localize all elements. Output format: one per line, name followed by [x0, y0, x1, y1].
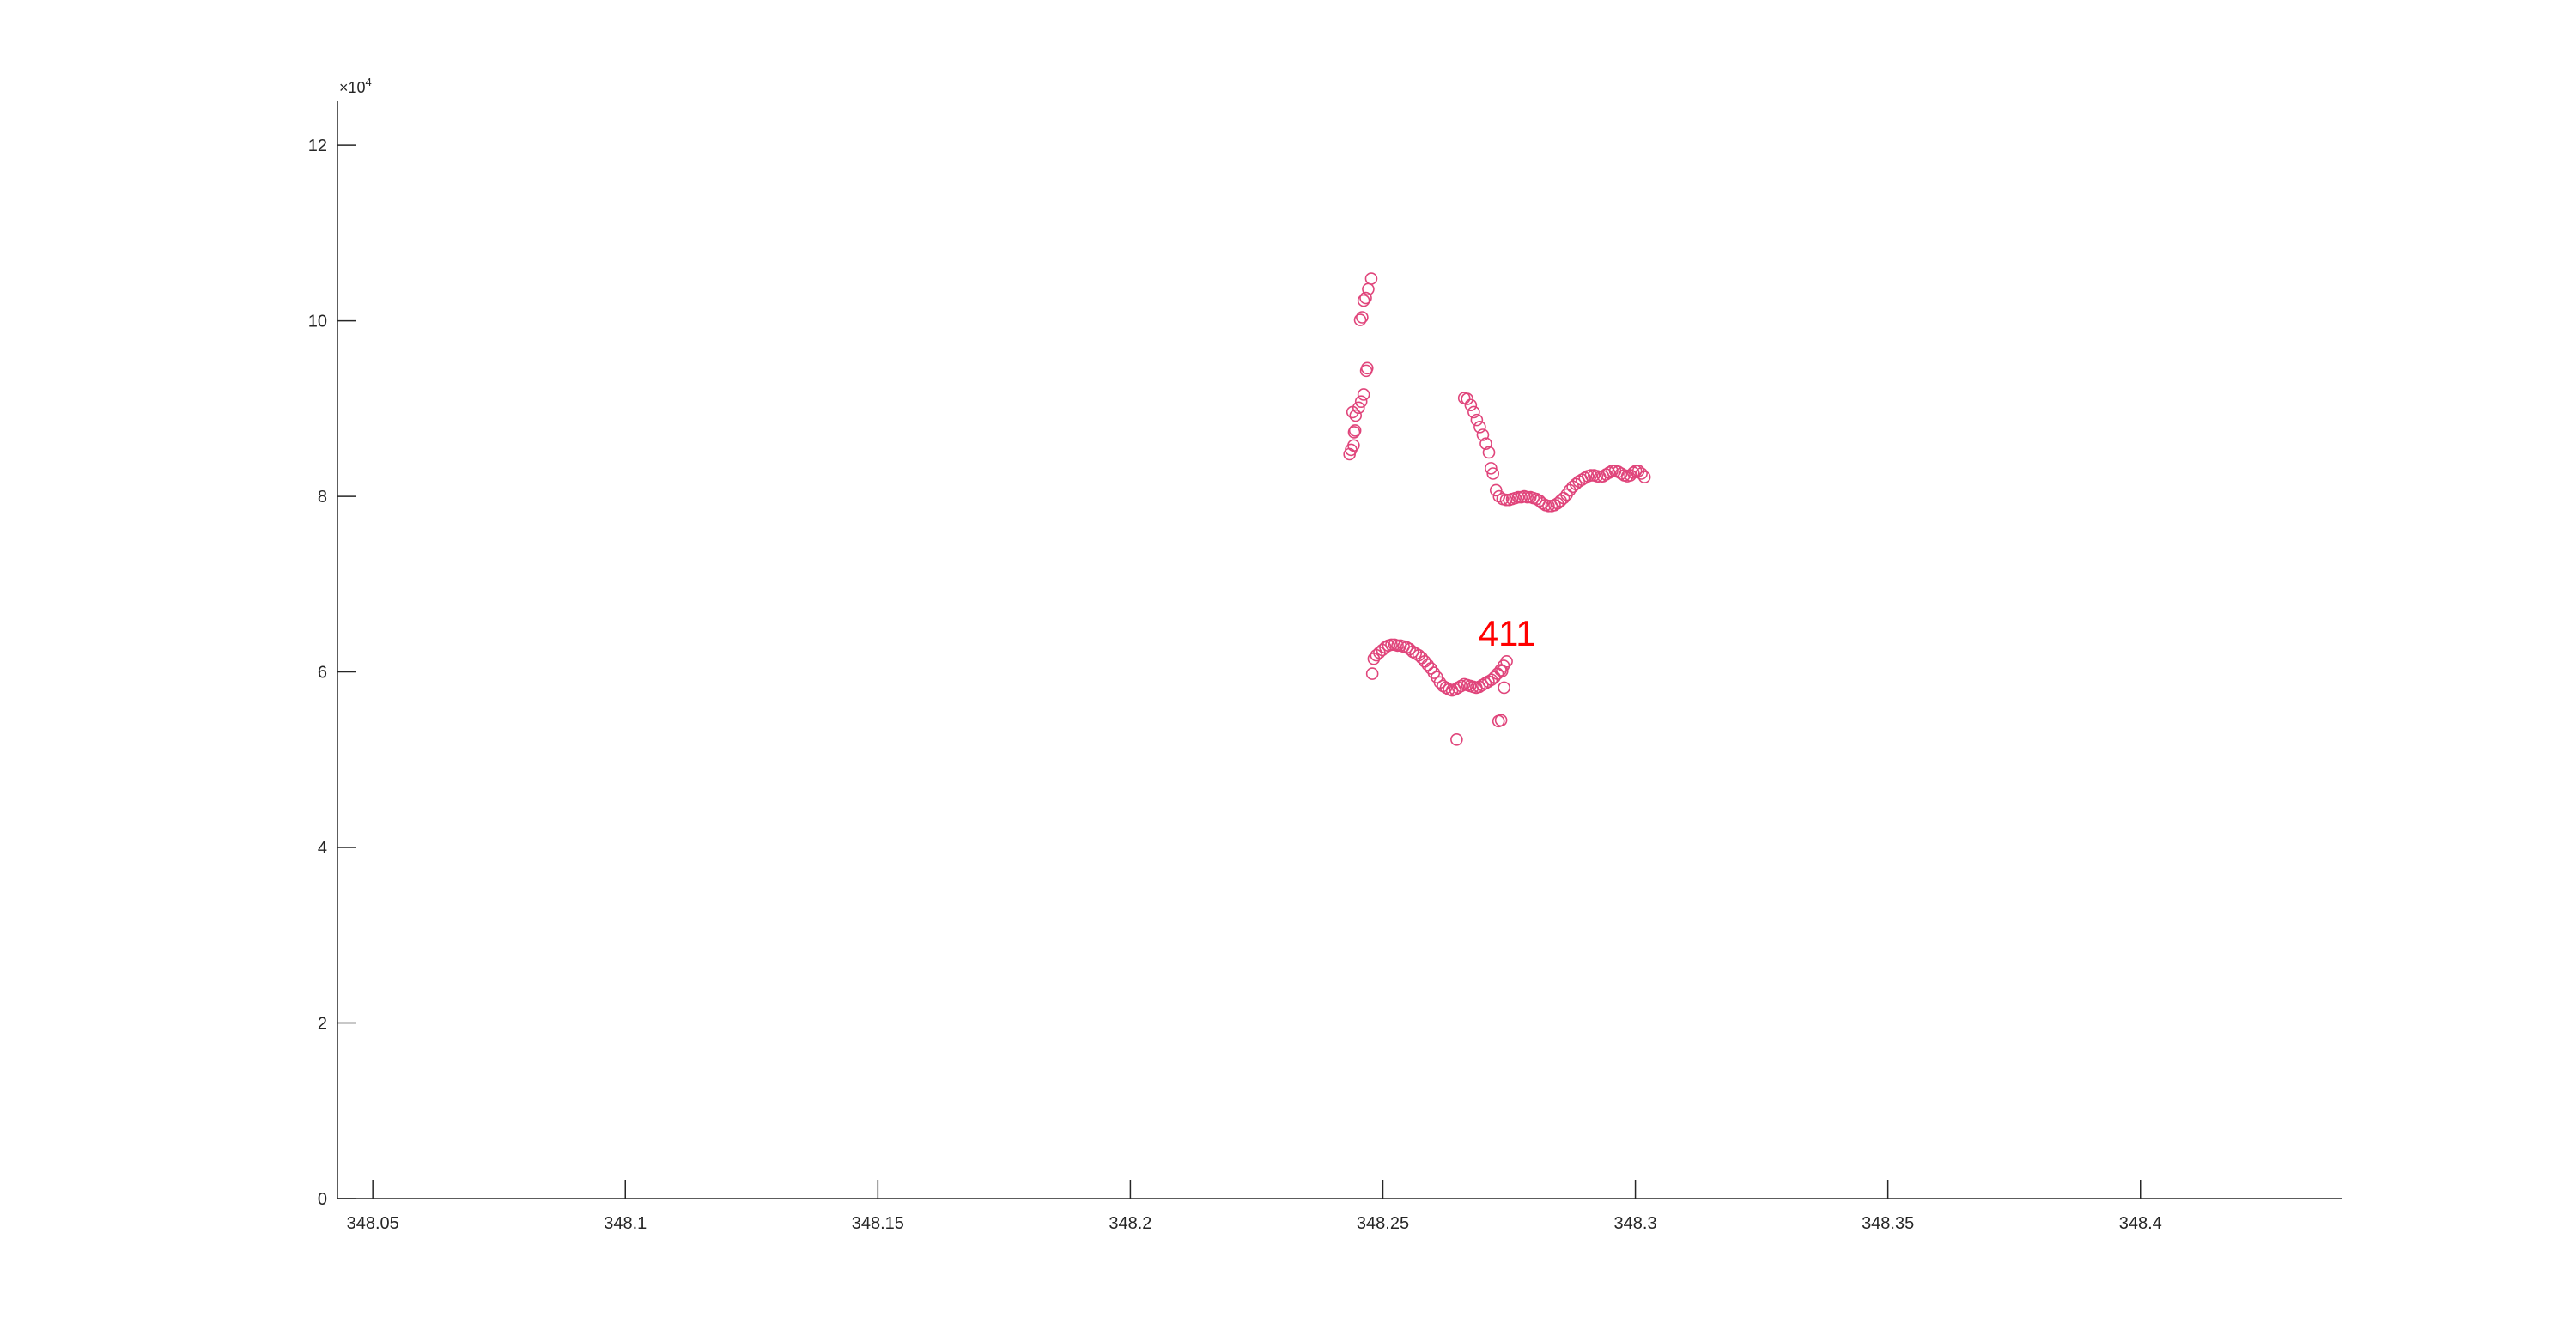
y-tick-label: 6: [318, 664, 327, 683]
data-point: [1419, 654, 1431, 668]
y-exponent-label: ×104: [339, 76, 372, 96]
x-tick-label: 348.2: [1109, 1214, 1151, 1233]
data-point: [1461, 392, 1474, 405]
data-point: [1572, 475, 1586, 488]
data-point: [1637, 471, 1651, 483]
y-tick-label: 4: [318, 839, 327, 858]
data-point: [1357, 294, 1370, 307]
data-point: [1521, 490, 1534, 504]
data-point: [1485, 462, 1498, 475]
data-point: [1354, 395, 1368, 408]
data-point: [1352, 401, 1365, 415]
data-point: [1486, 467, 1500, 480]
data-point: [1360, 361, 1374, 375]
data-point: [1578, 471, 1592, 484]
x-tick-label: 348.05: [347, 1214, 399, 1233]
data-point: [1450, 732, 1463, 746]
data-points: [1343, 272, 1651, 746]
data-point: [1476, 678, 1489, 692]
y-tick-label: 0: [318, 1190, 327, 1209]
data-point: [1467, 405, 1480, 419]
y-tick-label: 10: [308, 313, 327, 331]
data-point: [1470, 413, 1484, 427]
y-exponent-base: ×10: [339, 79, 366, 96]
data-point: [1489, 483, 1503, 497]
data-point: [1473, 680, 1486, 694]
data-point: [1385, 638, 1398, 652]
data-point: [1635, 467, 1648, 480]
annotation-label: 411: [1479, 613, 1536, 653]
data-point: [1542, 500, 1555, 513]
x-tick-label: 348.1: [604, 1214, 647, 1233]
data-point: [1353, 313, 1367, 326]
x-tick-label: 348.25: [1357, 1214, 1409, 1233]
y-exponent-power: 4: [366, 76, 372, 88]
data-point: [1606, 465, 1619, 477]
data-point: [1464, 398, 1478, 412]
data-point: [1347, 439, 1360, 452]
data-point: [1494, 714, 1508, 727]
data-point: [1476, 428, 1490, 441]
x-tick-label: 348.15: [852, 1214, 904, 1233]
y-tick-label: 2: [318, 1015, 327, 1034]
data-point: [1602, 466, 1616, 479]
data-point: [1499, 493, 1513, 507]
data-point: [1626, 466, 1640, 479]
data-point: [1391, 639, 1404, 653]
data-point: [1473, 421, 1486, 434]
data-point: [1498, 681, 1510, 695]
data-point: [1557, 491, 1571, 505]
data-point: [1482, 446, 1496, 459]
x-tick-label: 348.35: [1862, 1214, 1914, 1233]
annotations: 411: [1479, 613, 1536, 653]
data-point: [1584, 469, 1598, 482]
data-point: [1348, 424, 1362, 437]
y-tick-label: 12: [308, 137, 327, 155]
data-point: [1359, 291, 1372, 305]
data-point: [1365, 667, 1379, 680]
x-tick-label: 348.3: [1614, 1214, 1657, 1233]
data-point: [1406, 645, 1419, 659]
data-point: [1439, 681, 1453, 695]
data-point: [1495, 665, 1509, 677]
axes: 348.05 348.1 348.15 348.2 348.25 348.3 348.35 3…: [308, 76, 2342, 1233]
data-point: [1379, 641, 1392, 654]
data-point: [1596, 470, 1610, 483]
data-point: [1421, 659, 1435, 671]
data-point: [1364, 272, 1378, 285]
data-point: [1479, 437, 1492, 451]
data-point: [1356, 311, 1369, 324]
data-point: [1614, 467, 1628, 480]
y-tick-label: 8: [318, 488, 327, 507]
x-tick-label: 348.4: [2119, 1214, 2162, 1233]
data-point: [1479, 677, 1492, 690]
data-point: [1536, 496, 1549, 510]
data-point: [1347, 426, 1361, 439]
data-point: [1449, 683, 1461, 696]
data-point: [1451, 681, 1465, 695]
data-point: [1349, 409, 1363, 422]
data-point: [1357, 388, 1370, 401]
data-point: [1455, 679, 1467, 693]
data-point: [1511, 490, 1525, 504]
